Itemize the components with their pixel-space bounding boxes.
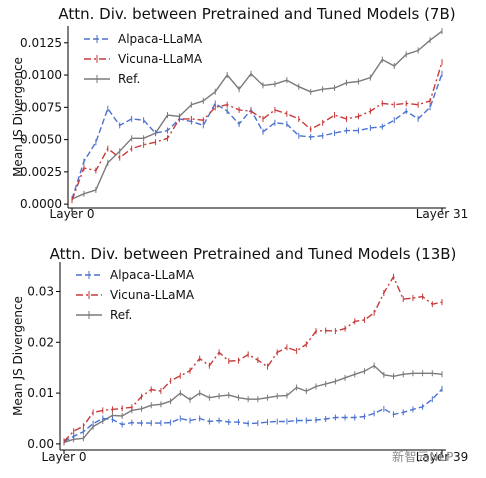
y-axis-label: Mean JS Divergence (11, 57, 25, 177)
series-vicuna-llama (71, 59, 443, 204)
y-axis-label: Mean JS Divergence (11, 296, 25, 416)
series-alpaca-llama (63, 386, 443, 445)
legend-label: Ref. (110, 308, 132, 322)
x-tick-label: Layer 0 (42, 450, 87, 464)
legend: Alpaca-LLaMA Vicuna-LLaMA Ref. (76, 268, 195, 322)
series-line (71, 30, 443, 200)
x-tick-label: Layer 39 (416, 450, 469, 464)
chart-0: Attn. Div. between Pretrained and Tuned … (11, 5, 468, 221)
y-tick-label: 0.0075 (20, 100, 62, 114)
chart-title: Attn. Div. between Pretrained and Tuned … (50, 245, 457, 263)
series-line (63, 365, 443, 444)
chart-title: Attn. Div. between Pretrained and Tuned … (58, 5, 455, 23)
legend-label: Vicuna-LLaMA (118, 52, 203, 66)
y-tick-label: 0.0050 (20, 133, 62, 147)
legend: Alpaca-LLaMA Vicuna-LLaMA Ref. (84, 32, 203, 86)
series-alpaca-llama (71, 70, 443, 202)
series-line (63, 388, 443, 443)
legend-label: Vicuna-LLaMA (110, 288, 195, 302)
series-line (63, 276, 443, 442)
x-tick-label: Layer 31 (416, 207, 469, 221)
series-vicuna-llama (63, 273, 443, 445)
legend-label: Alpaca-LLaMA (118, 32, 203, 46)
y-tick-label: 0.0025 (20, 165, 62, 179)
watermark-text: 新智元NLP (392, 450, 454, 464)
legend-label: Alpaca-LLaMA (110, 268, 195, 282)
series-line (71, 73, 443, 200)
y-tick-label: 0.0000 (20, 197, 62, 211)
y-tick-label: 0.0100 (20, 68, 62, 82)
legend-label: Ref. (118, 72, 140, 86)
y-tick-label: 0.03 (27, 284, 54, 298)
x-tick-label: Layer 0 (50, 207, 95, 221)
y-tick-label: 0.01 (27, 386, 54, 400)
series-ref- (63, 362, 443, 446)
chart-1: Attn. Div. between Pretrained and Tuned … (11, 245, 468, 464)
y-tick-label: 0.00 (27, 437, 54, 451)
y-tick-label: 0.0125 (20, 36, 62, 50)
y-tick-label: 0.02 (27, 335, 54, 349)
